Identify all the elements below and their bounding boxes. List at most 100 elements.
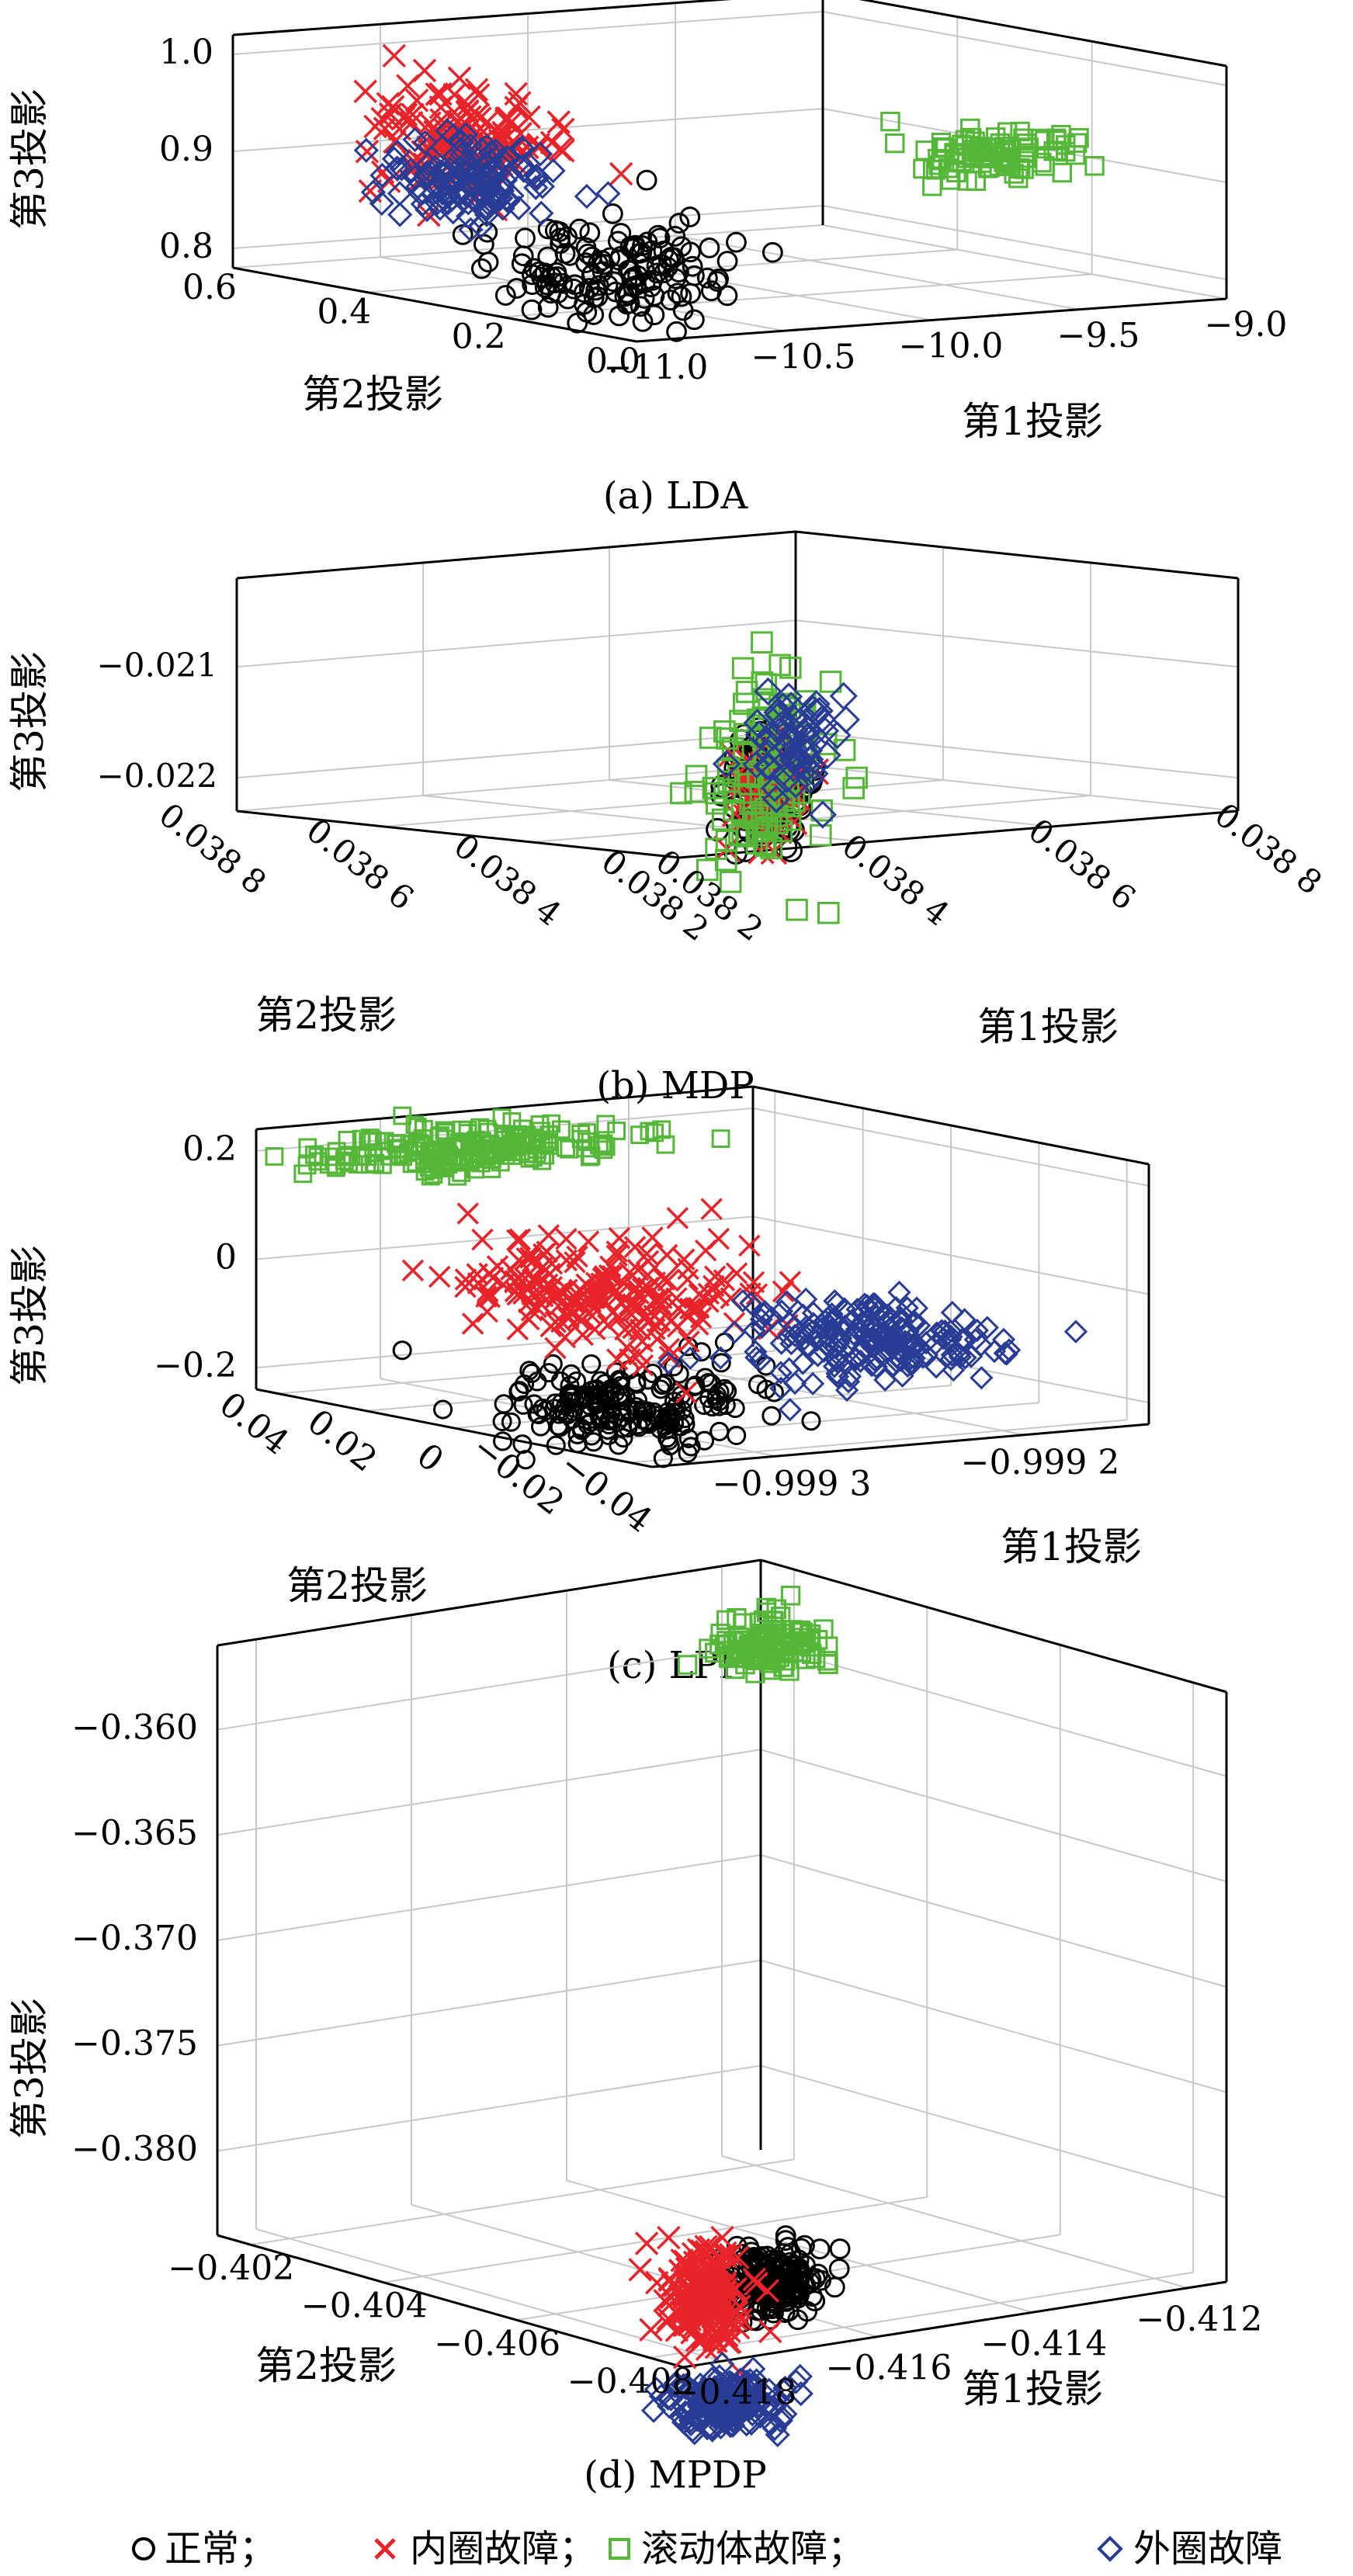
point-circle <box>610 223 632 244</box>
point-diamond <box>782 741 811 770</box>
grid-line <box>795 730 1239 779</box>
grid-line <box>217 1854 761 1941</box>
point-diamond <box>511 158 536 183</box>
point-square <box>779 1661 800 1681</box>
point-square <box>531 1132 550 1152</box>
grid-line <box>760 2065 1227 2199</box>
point-circle <box>545 1393 565 1413</box>
point-circle <box>824 2276 845 2298</box>
point-cross <box>454 1268 477 1291</box>
point-cross <box>694 2234 718 2259</box>
point-circle <box>602 203 623 224</box>
point-circle <box>515 227 536 249</box>
point-circle <box>748 1375 768 1395</box>
point-diamond <box>772 2375 798 2401</box>
point-cross <box>546 1283 568 1305</box>
point-diamond <box>863 1292 887 1316</box>
point-circle <box>509 1381 529 1401</box>
point-diamond <box>709 1346 733 1370</box>
point-square <box>766 812 789 835</box>
point-circle <box>581 1354 602 1374</box>
point-diamond <box>415 151 441 177</box>
point-circle <box>660 1436 680 1456</box>
point-cross <box>725 1262 748 1285</box>
point-square <box>436 1123 456 1142</box>
point-square <box>360 1129 380 1147</box>
point-square <box>1035 130 1055 151</box>
point-square <box>731 657 755 680</box>
point-square <box>533 1151 552 1170</box>
point-circle <box>568 218 590 240</box>
point-diamond <box>411 179 436 206</box>
point-diamond <box>779 1332 803 1356</box>
point-square <box>1067 133 1088 153</box>
point-cross <box>588 1278 610 1301</box>
point-diamond <box>758 723 787 751</box>
point-cross <box>383 130 407 154</box>
x-tick-label: −9.5 <box>1057 316 1140 355</box>
point-circle <box>809 2238 831 2260</box>
point-cross <box>568 1278 591 1301</box>
point-cross <box>608 1227 631 1250</box>
point-circle <box>675 1414 696 1434</box>
point-square <box>699 1638 719 1659</box>
point-diamond <box>435 190 461 216</box>
point-square <box>607 1122 626 1140</box>
legend-marker-diamond <box>1097 2536 1123 2562</box>
point-diamond <box>414 197 440 223</box>
point-circle <box>711 1353 731 1373</box>
point-diamond <box>765 2422 790 2448</box>
point-square <box>699 726 722 749</box>
panel-1: −11.0 −10.5 −10.0 −9.5 −9.0 0.0 0.2 0.4 0.60.8 0.… <box>7 0 1287 518</box>
point-diamond <box>721 2387 747 2413</box>
point-circle <box>683 309 705 331</box>
y-axis-label: 第2投影 <box>302 372 443 417</box>
point-circle <box>666 321 687 342</box>
point-circle <box>571 1420 592 1441</box>
point-circle <box>612 1402 633 1422</box>
point-square <box>764 1611 784 1631</box>
series-0 <box>452 169 783 342</box>
point-diamond <box>412 130 438 155</box>
point-cross <box>700 1198 723 1220</box>
z-tick-label: −0.360 <box>71 1708 198 1748</box>
grid-line <box>217 2065 761 2152</box>
point-cross <box>713 1269 736 1291</box>
point-circle <box>559 1384 579 1404</box>
x-axis-label: 第1投影 <box>962 399 1103 444</box>
y-tick-label: 0.6 <box>182 268 237 307</box>
point-square <box>640 1122 659 1141</box>
series-1 <box>401 1198 802 1404</box>
point-circle <box>588 275 609 296</box>
point-square <box>719 870 742 893</box>
point-cross <box>583 1296 605 1319</box>
point-square <box>293 1164 313 1184</box>
point-square <box>814 1619 834 1639</box>
point-diamond <box>820 1302 844 1326</box>
point-diamond <box>699 2396 724 2422</box>
point-square <box>727 1608 747 1628</box>
point-square <box>729 709 751 733</box>
point-cross <box>546 110 571 134</box>
legend-item-inner-race: 内圈故障 ； <box>374 2527 596 2571</box>
point-circle <box>716 251 738 272</box>
point-cross <box>525 1295 547 1319</box>
series-2 <box>265 1106 730 1186</box>
legend-marker-cross <box>374 2538 396 2560</box>
point-circle <box>668 262 689 283</box>
point-cross <box>627 1282 650 1305</box>
box-edge <box>795 530 1239 580</box>
legend-marker-square <box>609 2538 630 2560</box>
point-cross <box>772 1280 795 1303</box>
point-cross <box>675 1382 698 1404</box>
point-diamond <box>658 2386 684 2411</box>
legend-separator: ； <box>559 2527 596 2571</box>
point-diamond <box>671 2373 696 2398</box>
point-circle <box>547 283 569 304</box>
point-cross <box>514 1267 536 1290</box>
series-1 <box>628 2225 782 2384</box>
axes-box <box>231 0 1228 343</box>
point-cross <box>506 1229 529 1252</box>
point-diamond <box>993 1341 1017 1365</box>
point-diamond <box>793 754 821 782</box>
